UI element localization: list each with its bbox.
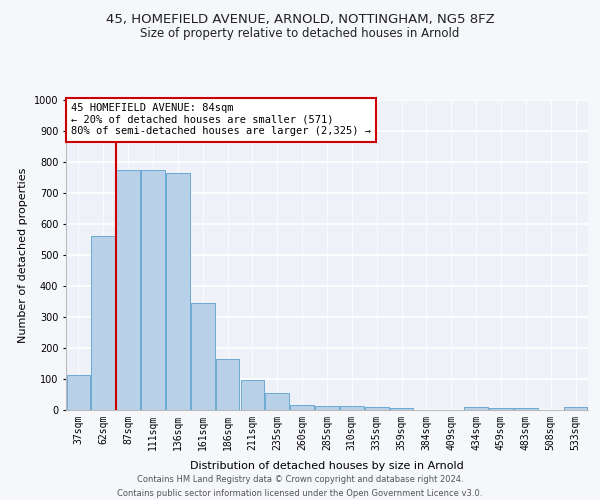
Bar [141,170,165,410]
Bar [365,407,389,410]
Bar [91,236,115,410]
X-axis label: Distribution of detached houses by size in Arnold: Distribution of detached houses by size … [190,461,464,471]
Bar [564,407,587,410]
Text: Contains HM Land Registry data © Crown copyright and database right 2024.
Contai: Contains HM Land Registry data © Crown c… [118,476,482,498]
Bar [265,393,289,410]
Bar [116,170,140,410]
Bar [191,303,215,410]
Bar [464,407,488,410]
Text: 45, HOMEFIELD AVENUE, ARNOLD, NOTTINGHAM, NG5 8FZ: 45, HOMEFIELD AVENUE, ARNOLD, NOTTINGHAM… [106,12,494,26]
Text: Size of property relative to detached houses in Arnold: Size of property relative to detached ho… [140,28,460,40]
Bar [216,360,239,410]
Bar [241,380,264,410]
Bar [166,173,190,410]
Text: 45 HOMEFIELD AVENUE: 84sqm
← 20% of detached houses are smaller (571)
80% of sem: 45 HOMEFIELD AVENUE: 84sqm ← 20% of deta… [71,103,371,136]
Bar [340,406,364,410]
Bar [390,408,413,410]
Bar [67,376,90,410]
Bar [514,408,538,410]
Bar [489,408,513,410]
Bar [315,406,339,410]
Bar [290,404,314,410]
Y-axis label: Number of detached properties: Number of detached properties [19,168,28,342]
